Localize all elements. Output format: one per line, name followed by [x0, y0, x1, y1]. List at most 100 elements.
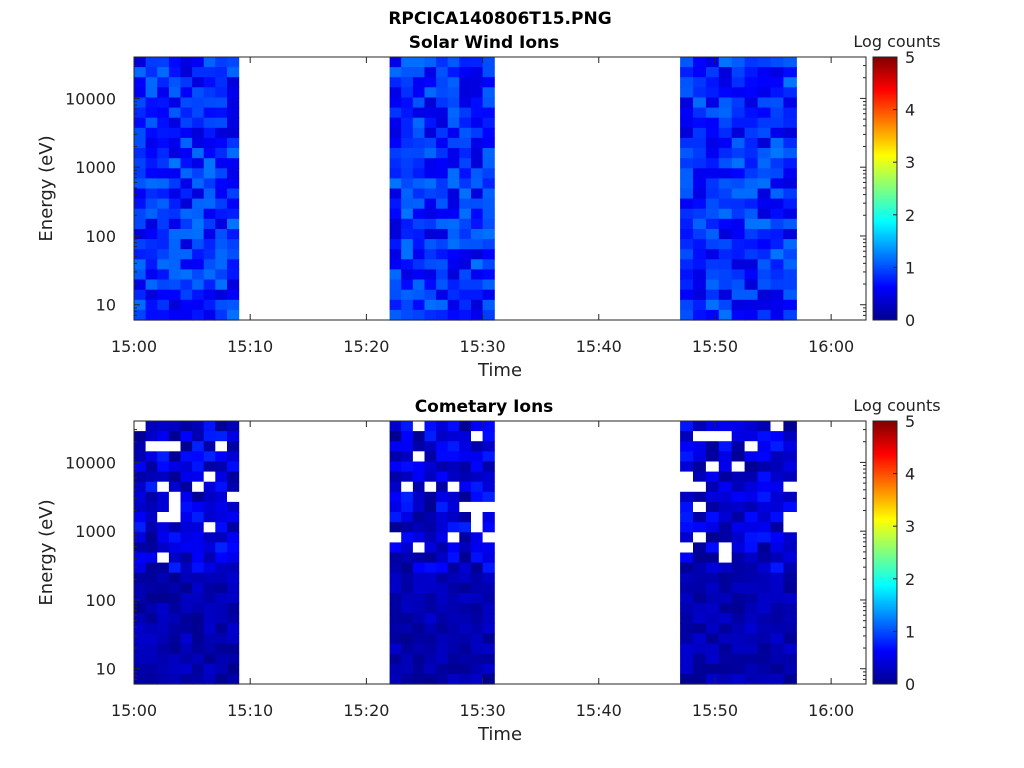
- heatmap-cell: [459, 168, 472, 179]
- heatmap-cell: [447, 279, 460, 291]
- heatmap-cell: [436, 137, 449, 149]
- heatmap-cell: [412, 501, 426, 513]
- heatmap-cell: [436, 239, 449, 250]
- heatmap-cell: [757, 97, 772, 109]
- heatmap-cell: [680, 481, 694, 493]
- heatmap-cell: [401, 168, 414, 179]
- heatmap-cell: [215, 431, 228, 442]
- heatmap-cell: [192, 269, 205, 281]
- heatmap-cell: [389, 299, 402, 311]
- colorbar-tick-label: 3: [905, 153, 915, 172]
- heatmap-cell: [215, 279, 228, 291]
- heatmap-cell: [693, 168, 707, 179]
- heatmap-cell: [168, 593, 182, 604]
- heatmap-cell: [180, 491, 193, 503]
- heatmap-cell: [447, 249, 460, 260]
- heatmap-cell: [157, 512, 170, 523]
- heatmap-cell: [389, 501, 402, 513]
- heatmap-cell: [459, 178, 472, 190]
- heatmap-cell: [424, 522, 437, 533]
- heatmap-cell: [718, 481, 733, 493]
- x-tick-label: 15:10: [227, 337, 273, 356]
- heatmap-cell: [744, 582, 759, 594]
- heatmap-cell: [424, 653, 437, 665]
- y-axis-label: Energy (eV): [36, 499, 57, 605]
- heatmap-cell: [757, 673, 772, 685]
- heatmap-cell: [471, 57, 484, 68]
- heatmap-cell: [168, 279, 182, 291]
- heatmap-cell: [783, 582, 797, 594]
- heatmap-cell: [227, 208, 240, 220]
- heatmap-cell: [157, 289, 170, 301]
- heatmap-cell: [401, 481, 414, 493]
- heatmap-cell: [680, 218, 694, 230]
- heatmap-cell: [705, 269, 720, 281]
- heatmap-cell: [783, 67, 797, 78]
- x-axis: 15:00 15:10 15:20 15:30 15:40 15:50 16:00: [111, 57, 854, 356]
- heatmap-cell: [192, 491, 205, 503]
- plot-frame: [133, 420, 867, 685]
- heatmap-cell: [134, 249, 147, 260]
- heatmap-cell: [180, 168, 193, 179]
- heatmap-cell: [680, 471, 694, 483]
- heatmap-cell: [412, 451, 426, 462]
- heatmap-cell: [757, 653, 772, 665]
- heatmap-cell: [227, 137, 240, 149]
- heatmap-cell: [203, 57, 216, 68]
- heatmap-cell: [693, 512, 707, 523]
- heatmap-cell: [482, 471, 495, 483]
- heatmap-cell: [471, 451, 484, 462]
- heatmap-cell: [436, 542, 449, 554]
- heatmap-cell: [192, 613, 205, 624]
- heatmap-cell: [401, 613, 414, 624]
- heatmap-cell: [680, 512, 694, 523]
- heatmap-cell: [401, 218, 414, 230]
- heatmap-cell: [447, 421, 460, 432]
- heatmap-cell: [168, 451, 182, 462]
- heatmap-cell: [436, 178, 449, 190]
- heatmap-cell: [783, 87, 797, 98]
- heatmap-cell: [389, 279, 402, 291]
- heatmap-cell: [145, 168, 158, 179]
- heatmap-cell: [203, 198, 216, 210]
- heatmap-cell: [693, 431, 707, 442]
- heatmap-cell: [744, 613, 759, 624]
- heatmap-cell: [389, 117, 402, 129]
- heatmap-cell: [770, 512, 784, 523]
- heatmap-cell: [401, 522, 414, 533]
- y-tick-label: 100: [85, 227, 116, 246]
- heatmap-cell: [168, 137, 182, 149]
- heatmap-cell: [192, 67, 205, 78]
- heatmap-cell: [424, 532, 437, 543]
- heatmap-cell: [157, 249, 170, 260]
- heatmap-cell: [482, 309, 495, 321]
- heatmap-cell: [192, 208, 205, 220]
- heatmap-cell: [459, 137, 472, 149]
- heatmap-cell: [389, 552, 402, 564]
- heatmap-cell: [757, 461, 772, 473]
- heatmap-cell: [157, 97, 170, 109]
- heatmap-cell: [145, 613, 158, 624]
- heatmap-cell: [168, 117, 182, 129]
- heatmap-cell: [731, 522, 746, 533]
- heatmap-cell: [389, 471, 402, 483]
- heatmap-cell: [471, 441, 484, 452]
- heatmap-cell: [693, 249, 707, 260]
- heatmap-cell: [389, 562, 402, 574]
- heatmap-cell: [412, 552, 426, 564]
- heatmap-cell: [215, 269, 228, 281]
- heatmap-cell: [192, 431, 205, 442]
- heatmap-cell: [482, 603, 495, 614]
- heatmap-cell: [705, 137, 720, 149]
- heatmap-cell: [471, 239, 484, 250]
- heatmap-cell: [731, 512, 746, 523]
- heatmap-cell: [192, 522, 205, 533]
- heatmap-cell: [192, 127, 205, 139]
- heatmap-cell: [471, 269, 484, 281]
- heatmap-cell: [482, 299, 495, 311]
- heatmap-cell: [731, 613, 746, 624]
- y-tick-label: 10000: [65, 89, 116, 108]
- heatmap-cell: [770, 117, 784, 129]
- heatmap-cell: [192, 572, 205, 584]
- heatmap-cell: [412, 97, 426, 109]
